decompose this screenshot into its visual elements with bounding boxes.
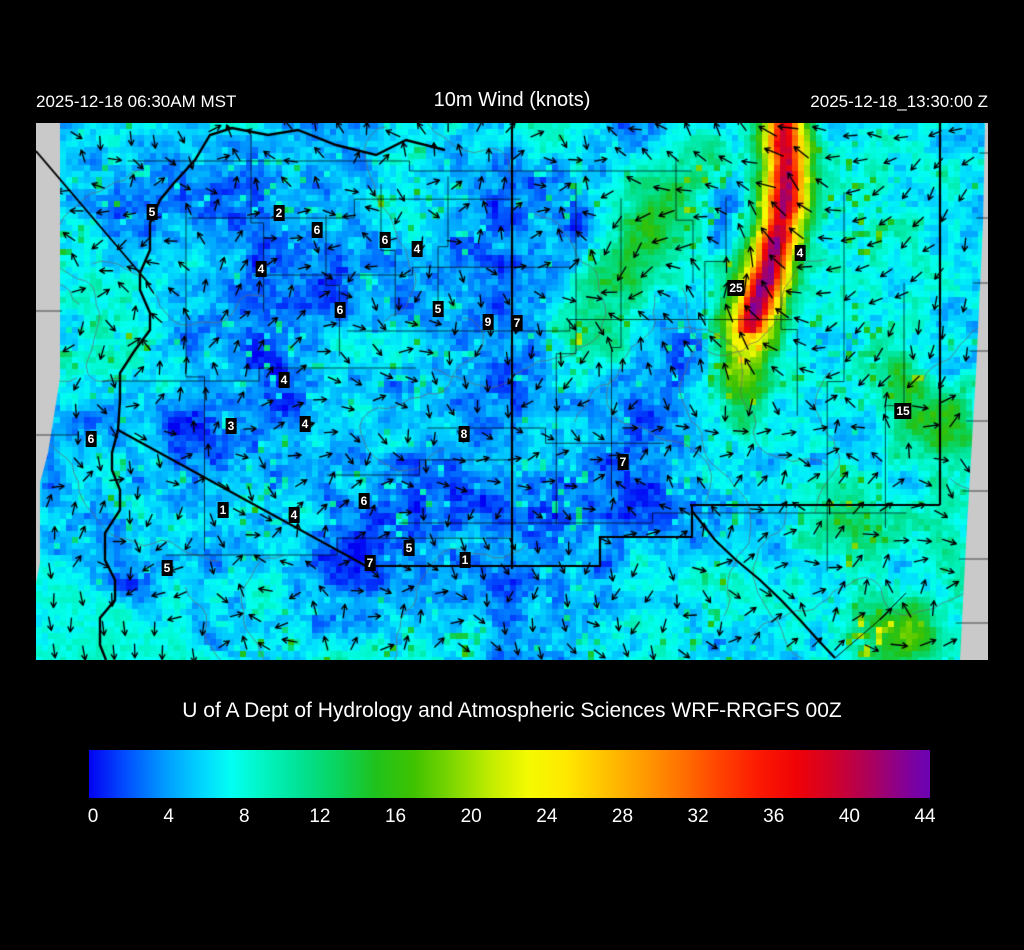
left-valid-timestamp: 2025-12-18 06:30AM MST xyxy=(36,92,237,111)
colorbar-tick-label: 4 xyxy=(163,806,174,827)
colorbar-tick-label: 8 xyxy=(238,806,250,827)
station-value-label: 4 xyxy=(255,261,267,277)
colorbar-gradient xyxy=(89,750,930,798)
station-value-label: 4 xyxy=(411,241,423,257)
colorbar-tick-label: 40 xyxy=(838,806,860,827)
station-value-label: 9 xyxy=(482,314,494,330)
colorbar-tick-label: 0 xyxy=(87,806,99,827)
station-value-label: 6 xyxy=(334,302,346,318)
station-value-label: 4 xyxy=(278,372,290,388)
station-value-label: 4 xyxy=(288,507,300,523)
colorbar-tick-label: 32 xyxy=(687,806,709,827)
right-valid-timestamp: 2025-12-18_13:30:00 Z xyxy=(810,92,988,111)
station-value-label: 6 xyxy=(358,493,370,509)
colorbar-tick-label: 20 xyxy=(460,806,482,827)
colorbar-tick-label: 36 xyxy=(763,806,785,827)
wind-map: 5 2 6 6 4 4 6 5 9 7 25 4 4 3 4 6 8 7 15 1 4 6 5 7 1 5 xyxy=(36,123,988,660)
station-value-label: 6 xyxy=(379,232,391,248)
station-value-label: 6 xyxy=(85,431,97,447)
colorbar-tick-label: 16 xyxy=(384,806,407,827)
colorbar-tick-label: 44 xyxy=(914,806,936,827)
station-value-label: 7 xyxy=(511,315,523,331)
station-value-label: 15 xyxy=(894,403,912,419)
station-value-label: 7 xyxy=(364,555,376,571)
station-value-label: 2 xyxy=(273,205,285,221)
station-value-label: 3 xyxy=(225,418,237,434)
colorbar-tick-labels: 0 4 8 12 16 20 24 28 32 36 40 44 xyxy=(87,806,936,834)
station-value-label: 25 xyxy=(727,280,745,296)
station-value-label: 5 xyxy=(403,540,415,556)
station-value-label: 6 xyxy=(311,222,323,238)
wind-field-canvas xyxy=(36,123,988,660)
station-value-label: 8 xyxy=(458,426,470,442)
attribution-caption: U of A Dept of Hydrology and Atmospheric… xyxy=(182,699,842,722)
station-value-label: 1 xyxy=(459,552,471,568)
station-value-label: 4 xyxy=(299,416,311,432)
station-value-label: 5 xyxy=(161,560,173,576)
colorbar-tick-label: 28 xyxy=(611,806,634,827)
station-value-label: 5 xyxy=(146,204,158,220)
product-title: 10m Wind (knots) xyxy=(433,89,591,111)
station-value-label: 5 xyxy=(432,301,444,317)
colorbar-tick-label: 24 xyxy=(536,806,558,827)
station-value-label: 1 xyxy=(217,502,229,518)
colorbar-tick-label: 12 xyxy=(309,806,331,827)
station-value-label: 4 xyxy=(794,245,806,261)
station-value-label: 7 xyxy=(617,454,629,470)
